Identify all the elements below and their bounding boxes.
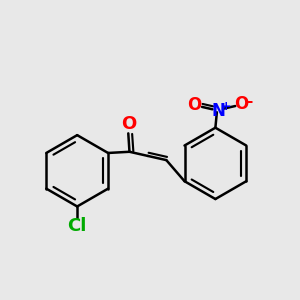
Text: -: - <box>246 94 252 109</box>
Text: O: O <box>121 115 136 133</box>
Text: N: N <box>212 102 225 120</box>
Text: O: O <box>234 94 248 112</box>
Text: Cl: Cl <box>68 217 87 235</box>
Text: +: + <box>220 100 231 113</box>
Text: O: O <box>187 95 201 113</box>
